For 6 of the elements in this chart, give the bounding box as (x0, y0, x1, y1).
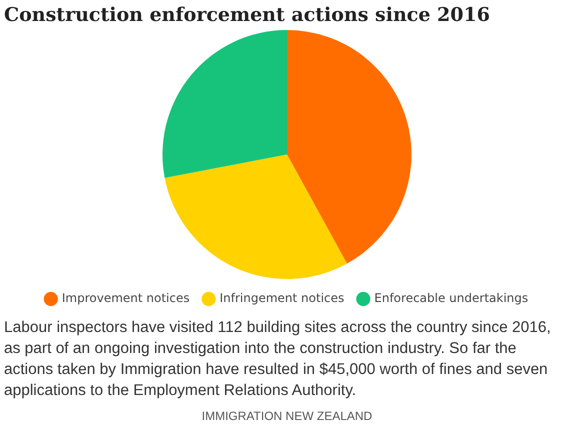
chart-title: Construction enforcement actions since 2016 (4, 4, 491, 28)
legend-label: Infringement notices (220, 291, 344, 306)
legend-label: Improvement notices (62, 291, 190, 306)
text: Labour inspectors have visited 112 building sites across the country since 2016, as part of an ongoing investigation into the construction industry. So far the actions taken by Immigration have resulted in $45,000 worth of fines and seven applications to the Employment Relations Authority. (4, 318, 552, 401)
legend-label: Enforecable undertakings (374, 291, 528, 306)
text: IMMIGRATION NEW ZEALAND (200, 409, 374, 423)
